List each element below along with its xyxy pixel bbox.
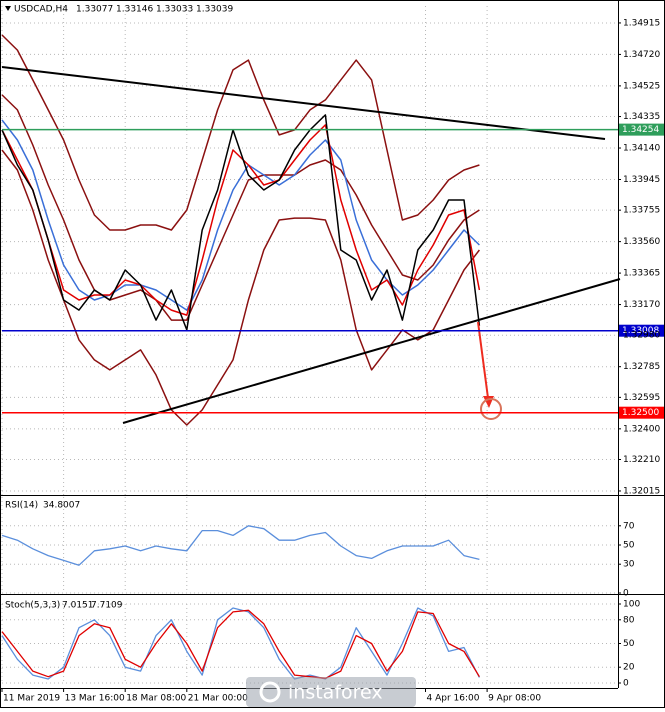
series-line	[1, 149, 480, 426]
level-label-box	[619, 406, 664, 419]
y-tick-label: 1.33560	[623, 237, 660, 247]
level-label: 1.34254	[622, 125, 659, 135]
series-line	[1, 94, 480, 321]
level-label: 1.32500	[622, 408, 659, 418]
series-line	[1, 525, 480, 566]
y-tick-label: 1.33945	[623, 175, 660, 185]
x-tick-label: 13 Mar 16:00	[65, 694, 125, 704]
x-tick-label: 21 Mar 00:00	[188, 694, 248, 704]
level-label: 1.33008	[622, 326, 659, 336]
close-value: 1.33039	[196, 5, 233, 15]
logo-box	[246, 677, 416, 707]
open-value: 1.33077	[76, 5, 113, 15]
x-tick-label: 9 Apr 08:00	[488, 694, 541, 704]
text-layer: 1.32015 1.32210 1.32400 1.32595 1.32785 1.329…	[3, 18, 660, 703]
y-tick-label: 30	[623, 560, 635, 570]
rsi-value: 34.8007	[43, 501, 80, 511]
menu-triangle	[5, 6, 11, 11]
level-label-box	[619, 123, 664, 136]
series-line	[1, 124, 481, 316]
y-tick-label: 1.33755	[623, 206, 660, 216]
y-tick-label: 1.32015	[623, 486, 660, 496]
symbol-title: USDCAD,H4	[14, 5, 68, 15]
y-tick-label: 100	[623, 600, 640, 610]
level-label-box	[619, 324, 664, 337]
y-tick-label: 1.34525	[623, 81, 660, 91]
high-value: 1.33146	[116, 5, 153, 15]
stoch-signal-value: 7.7109	[91, 601, 123, 611]
series-line	[1, 607, 480, 680]
y-tick-label: 1.34335	[623, 112, 660, 122]
y-tick-label: 80	[623, 615, 635, 625]
y-tick-label: 0	[623, 589, 629, 599]
low-value: 1.33033	[156, 5, 193, 15]
stoch-title: Stoch(5,3,3)	[5, 601, 60, 611]
y-tick-label: 1.34720	[623, 50, 660, 60]
y-tick-label: 1.33170	[623, 300, 660, 310]
y-tick-label: 1.32980	[623, 331, 660, 341]
series-line	[1, 609, 480, 679]
rsi-title: RSI(14)	[5, 501, 38, 511]
y-tick-label: 1.32595	[623, 393, 660, 403]
target-circle	[480, 398, 502, 420]
y-tick-label: 1.34140	[623, 144, 660, 154]
y-tick-label: 70	[623, 521, 635, 531]
series-line	[1, 114, 481, 331]
level-layer: 1.34254 1.33008 1.32500	[2, 123, 664, 419]
x-tick-label: 18 Mar 08:00	[126, 694, 186, 704]
series-line	[1, 34, 480, 231]
series-line	[1, 119, 480, 311]
x-tick-label: 11 Mar 2019	[3, 694, 60, 704]
y-tick-label: 0	[623, 679, 629, 689]
arrow-shaft	[477, 321, 489, 399]
x-tick-label: 4 Apr 16:00	[427, 694, 480, 704]
y-tick-label: 20	[623, 663, 635, 673]
y-tick-label: 1.32785	[623, 362, 660, 372]
series-layer	[1, 34, 481, 680]
y-tick-label: 50	[623, 541, 635, 551]
y-tick-label: 1.33365	[623, 269, 660, 279]
logo-icon	[259, 681, 281, 703]
y-tick-label: 1.34915	[623, 18, 660, 28]
logo-text: instaforex	[288, 682, 383, 704]
trendline-support	[122, 278, 621, 424]
y-tick-label: 50	[623, 639, 635, 649]
stoch-main-value: 7.0151	[62, 601, 94, 611]
trendline-resistance	[1, 66, 606, 140]
y-tick-label: 1.32400	[623, 424, 660, 434]
y-tick-label: 1.32210	[623, 455, 660, 465]
